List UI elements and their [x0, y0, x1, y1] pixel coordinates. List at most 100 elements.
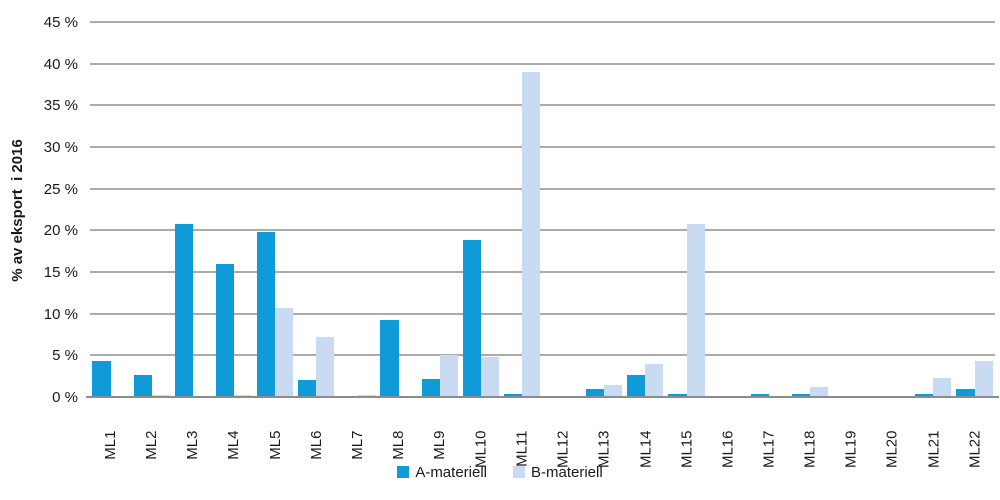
- x-label-cell-ml11: ML11: [501, 404, 542, 467]
- bar-a-materiell-ml8: [380, 320, 399, 397]
- bar-b-materiell-ml15: [686, 223, 705, 397]
- y-tick-label-25: 25 %: [43, 180, 78, 198]
- y-tick-label-35: 35 %: [43, 97, 78, 115]
- x-label-cell-ml9: ML9: [419, 404, 460, 460]
- legend-swatch-b-materiell: [513, 466, 525, 478]
- category-ml16: [707, 22, 748, 397]
- bar-a-materiell-ml22: [956, 388, 975, 397]
- category-ml14: [625, 22, 666, 397]
- bar-b-materiell-ml21: [933, 377, 952, 397]
- bar-b-materiell-ml5: [275, 307, 294, 397]
- category-ml15: [666, 22, 707, 397]
- x-label-cell-ml7: ML7: [337, 404, 378, 460]
- x-axis-line: [86, 396, 999, 398]
- x-label-cell-ml2: ML2: [131, 404, 172, 460]
- x-label-cell-ml19: ML19: [831, 404, 872, 469]
- bar-b-materiell-ml7: [357, 394, 376, 397]
- category-ml1: [90, 22, 131, 397]
- x-tick-label-ml9: ML9: [431, 430, 449, 460]
- category-ml17: [748, 22, 789, 397]
- gridline-35: [90, 104, 995, 107]
- x-label-cell-ml3: ML3: [172, 404, 213, 460]
- x-label-cell-ml17: ML17: [748, 404, 789, 469]
- x-tick-label-ml3: ML3: [184, 430, 202, 460]
- x-label-cell-ml5: ML5: [255, 404, 296, 460]
- bar-b-materiell-ml6: [316, 337, 335, 397]
- category-ml9: [419, 22, 460, 397]
- category-ml4: [213, 22, 254, 397]
- legend: A-materiell B-materiell: [0, 460, 1000, 484]
- category-ml3: [172, 22, 213, 397]
- x-tick-label-ml4: ML4: [225, 430, 243, 460]
- gridline-40: [90, 62, 995, 65]
- category-ml13: [584, 22, 625, 397]
- category-ml6: [296, 22, 337, 397]
- x-label-cell-ml15: ML15: [666, 404, 707, 469]
- gridline-5: [90, 354, 995, 357]
- x-label-cell-ml14: ML14: [625, 404, 666, 469]
- category-ml8: [378, 22, 419, 397]
- gridline-15: [90, 271, 995, 274]
- legend-label-b-materiell: B-materiell: [531, 463, 603, 481]
- category-ml22: [954, 22, 995, 397]
- x-label-cell-ml16: ML16: [707, 404, 748, 469]
- y-tick-label-15: 15 %: [43, 264, 78, 281]
- bar-b-materiell-ml14: [645, 363, 664, 397]
- x-label-cell-ml10: ML10: [460, 404, 501, 469]
- category-ml10: [460, 22, 501, 397]
- category-ml7: [337, 22, 378, 397]
- bar-a-materiell-ml6: [298, 380, 317, 397]
- bar-a-materiell-ml17: [750, 393, 769, 397]
- bar-b-materiell-ml4: [233, 394, 253, 397]
- plot-area: [86, 21, 999, 398]
- x-tick-label-ml5: ML5: [266, 430, 284, 460]
- category-ml21: [913, 22, 954, 397]
- bar-b-materiell-ml13: [604, 384, 623, 397]
- legend-item-b-materiell: B-materiell: [513, 464, 603, 481]
- bar-b-materiell-ml2: [151, 394, 170, 397]
- x-label-cell-ml20: ML20: [872, 404, 913, 469]
- y-tick-label-30: 30 %: [43, 139, 78, 156]
- y-tick-label-5: 5 %: [52, 347, 78, 365]
- bar-a-materiell-ml4: [215, 263, 234, 397]
- bar-a-materiell-ml11: [503, 393, 522, 397]
- x-tick-label-ml8: ML8: [390, 430, 408, 460]
- gridline-25: [90, 187, 995, 190]
- x-label-cell-ml22: ML22: [954, 404, 995, 469]
- gridline-20: [90, 229, 995, 232]
- gridline-10: [90, 312, 995, 315]
- gridline-30: [90, 146, 995, 149]
- category-ml18: [789, 22, 830, 397]
- x-label-cell-ml1: ML1: [90, 404, 131, 460]
- category-ml20: [872, 22, 913, 397]
- bar-b-materiell-ml10: [480, 357, 499, 397]
- x-label-cell-ml18: ML18: [789, 404, 830, 469]
- category-ml12: [543, 22, 584, 397]
- x-label-cell-ml8: ML8: [378, 404, 419, 460]
- y-tick-label-40: 40 %: [43, 55, 78, 73]
- bar-a-materiell-ml13: [586, 388, 605, 397]
- bar-b-materiell-ml22: [974, 361, 993, 397]
- bar-a-materiell-ml9: [421, 378, 440, 397]
- bar-a-materiell-ml1: [92, 361, 111, 397]
- bars-container: [90, 22, 995, 397]
- category-ml19: [831, 22, 872, 397]
- x-tick-label-ml2: ML2: [143, 430, 161, 460]
- category-ml11: [501, 22, 542, 397]
- bar-a-materiell-ml21: [915, 393, 934, 397]
- x-tick-label-ml6: ML6: [307, 430, 325, 460]
- legend-item-a-materiell: A-materiell: [397, 464, 487, 481]
- x-axis-tick-labels: ML1 ML2 ML3 ML4 ML5 ML6 ML7 ML8 ML9 ML10 ML11 ML12 M…: [90, 404, 995, 469]
- y-tick-label-0: 0 %: [52, 389, 78, 406]
- bar-a-materiell-ml2: [133, 374, 152, 397]
- bar-b-materiell-ml11: [521, 72, 541, 397]
- bar-a-materiell-ml18: [791, 393, 810, 397]
- x-label-cell-ml4: ML4: [213, 404, 254, 460]
- bar-a-materiell-ml15: [668, 393, 687, 397]
- x-tick-label-ml7: ML7: [348, 430, 366, 460]
- legend-swatch-a-materiell: [397, 466, 410, 478]
- bar-a-materiell-ml3: [174, 223, 193, 397]
- y-tick-label-45: 45 %: [43, 14, 78, 31]
- y-tick-label-20: 20 %: [43, 222, 78, 240]
